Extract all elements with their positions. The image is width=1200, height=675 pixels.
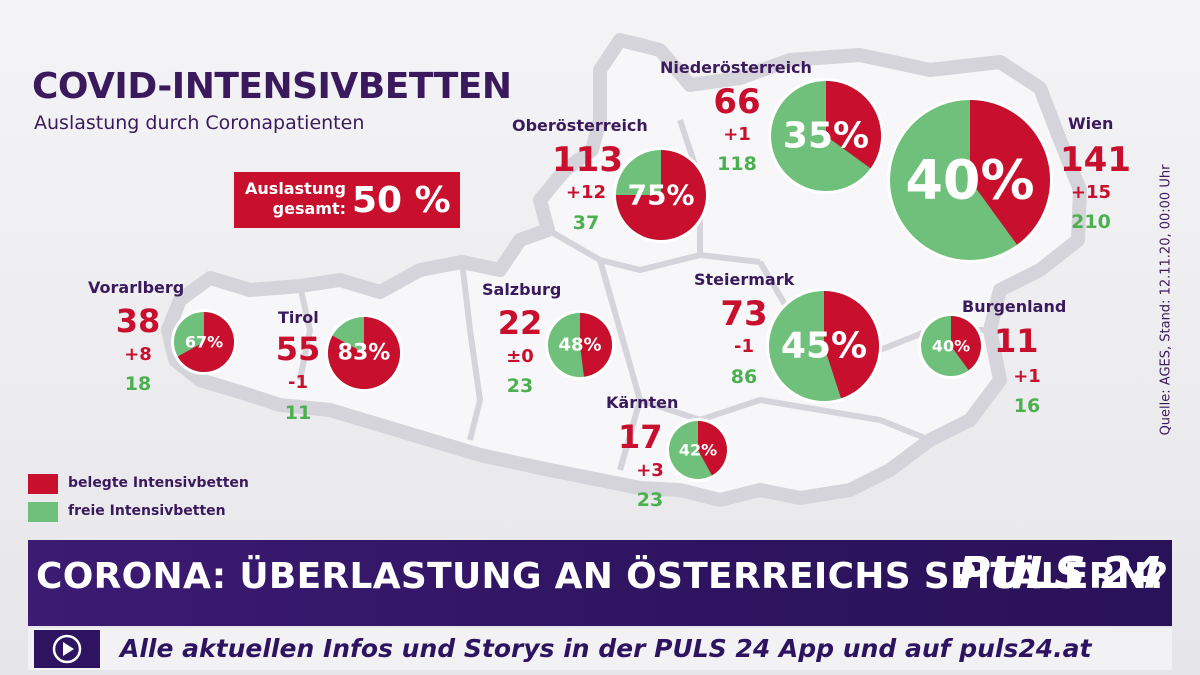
total-utilization-label: Auslastung gesamt:: [245, 179, 346, 218]
pie-slice-occupied: [970, 100, 1050, 245]
region-free-steiermark: 86: [730, 366, 758, 388]
pie-percent-label: 40%: [905, 149, 1034, 212]
total-utilization-box: Auslastung gesamt: 50 %: [234, 172, 460, 228]
pie-slice-occupied: [951, 316, 981, 371]
pie-tirol: 83%: [325, 314, 403, 392]
pie-percent-label: 35%: [783, 116, 869, 157]
region-delta-salzburg: ±0: [506, 346, 534, 367]
region-occupied-steiermark: 73: [720, 294, 768, 334]
pie-percent-label: 75%: [627, 179, 694, 212]
region-free-oberoesterreich: 37: [572, 212, 600, 234]
ticker-text: Alle aktuellen Infos und Storys in der P…: [120, 634, 1092, 663]
region-occupied-salzburg: 22: [497, 304, 543, 342]
total-utilization-value: 50 %: [352, 180, 451, 221]
region-free-niederoesterreich: 118: [717, 153, 757, 175]
pie-slice-occupied: [327, 317, 400, 389]
legend-swatch-free: [28, 502, 58, 522]
pie-vorarlberg: 67%: [171, 309, 237, 375]
region-name-oberoesterreich: Oberösterreich: [512, 116, 648, 135]
region-occupied-burgenland: 11: [994, 322, 1039, 360]
puls24-logo: PULS 24: [958, 548, 1163, 599]
region-occupied-kaernten: 17: [618, 418, 663, 456]
region-delta-oberoesterreich: +12: [565, 182, 607, 203]
region-name-vorarlberg: Vorarlberg: [88, 278, 185, 297]
pie-slice-occupied: [580, 313, 613, 377]
news-banner: [28, 540, 1172, 626]
pie-slice-occupied: [826, 81, 882, 169]
region-free-tirol: 11: [284, 402, 312, 424]
source-note: Quelle: AGES, Stand: 12.11.20, 00:00 Uhr: [1158, 164, 1174, 436]
legend-label-occupied: belegte Intensivbetten: [68, 475, 249, 491]
region-free-kaernten: 23: [636, 489, 664, 511]
pie-wien: 40%: [887, 97, 1053, 263]
banner-headline: CORONA: ÜBERLASTUNG AN ÖSTERREICHS SPITÄ…: [36, 556, 1169, 597]
region-delta-wien: +15: [1070, 182, 1112, 203]
region-name-burgenland: Burgenland: [962, 297, 1067, 316]
region-delta-vorarlberg: +8: [124, 344, 152, 365]
region-free-burgenland: 16: [1013, 395, 1041, 417]
region-name-steiermark: Steiermark: [694, 270, 795, 289]
region-name-niederoesterreich: Niederösterreich: [660, 58, 812, 77]
page-title: COVID-INTENSIVBETTEN: [32, 66, 512, 107]
pie-niederoesterreich: 35%: [768, 78, 884, 194]
region-occupied-tirol: 55: [275, 330, 321, 368]
pie-percent-label: 83%: [338, 341, 391, 366]
ticker-bar: Alle aktuellen Infos und Storys in der P…: [28, 628, 1172, 670]
pie-percent-label: 42%: [679, 441, 717, 460]
legend-label-free: freie Intensivbetten: [68, 503, 226, 519]
pie-burgenland: 40%: [918, 313, 984, 379]
pie-steiermark: 45%: [766, 288, 882, 404]
region-free-salzburg: 23: [506, 375, 534, 397]
pie-percent-label: 48%: [558, 335, 601, 356]
legend-swatch-occupied: [28, 474, 58, 494]
region-occupied-oberoesterreich: 113: [552, 140, 623, 180]
pie-percent-label: 45%: [781, 326, 867, 367]
region-occupied-vorarlberg: 38: [115, 302, 161, 340]
page-subtitle: Auslastung durch Coronapatienten: [34, 112, 365, 134]
region-name-kaernten: Kärnten: [606, 393, 679, 412]
pie-slice-occupied: [824, 291, 880, 399]
region-delta-niederoesterreich: +1: [723, 124, 751, 145]
pie-slice-occupied: [698, 421, 727, 476]
region-name-wien: Wien: [1068, 114, 1114, 133]
region-name-tirol: Tirol: [278, 308, 319, 327]
region-name-salzburg: Salzburg: [482, 280, 562, 299]
pie-slice-occupied: [616, 150, 706, 240]
pie-percent-label: 67%: [185, 333, 223, 352]
region-free-vorarlberg: 18: [124, 373, 152, 395]
pie-salzburg: 48%: [545, 310, 615, 380]
play-circle-icon: [52, 634, 82, 664]
region-delta-tirol: -1: [288, 372, 308, 393]
region-delta-kaernten: +3: [636, 460, 664, 481]
play-button[interactable]: [34, 630, 100, 668]
pie-percent-label: 40%: [932, 337, 970, 356]
pie-oberoesterreich: 75%: [613, 147, 709, 243]
region-delta-burgenland: +1: [1013, 366, 1041, 387]
pie-slice-occupied: [177, 312, 235, 372]
region-delta-steiermark: -1: [734, 336, 754, 357]
region-occupied-wien: 141: [1060, 140, 1131, 180]
region-free-wien: 210: [1071, 211, 1111, 233]
pie-kaernten: 42%: [666, 418, 730, 482]
region-occupied-niederoesterreich: 66: [713, 82, 761, 122]
